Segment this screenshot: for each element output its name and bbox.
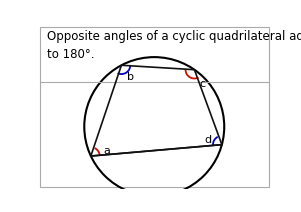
Text: c: c (199, 79, 205, 89)
Text: b: b (127, 72, 134, 82)
Text: d: d (204, 135, 212, 145)
Text: Opposite angles of a cyclic quadrilateral add up
to 180°.: Opposite angles of a cyclic quadrilatera… (47, 30, 301, 61)
Text: a: a (104, 146, 110, 156)
